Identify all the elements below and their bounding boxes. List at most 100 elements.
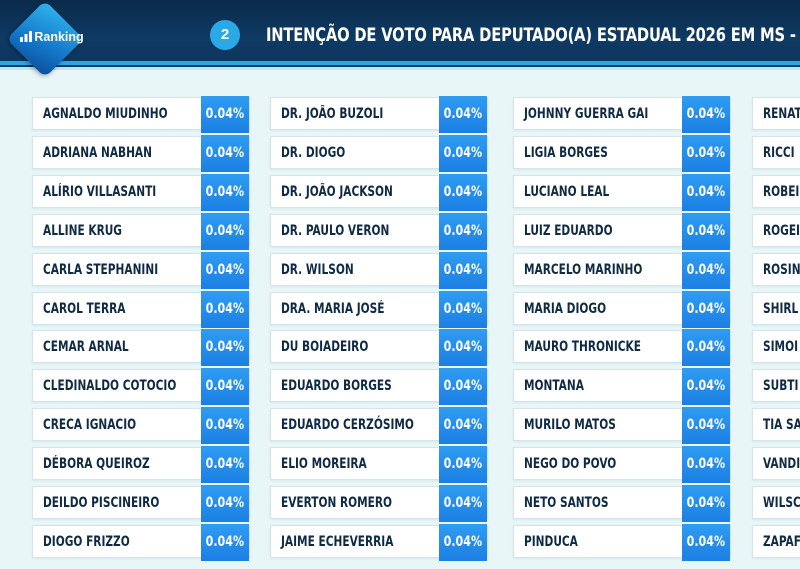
candidate-name: AGNALDO MIUDINHO [43,106,168,122]
candidate-name: SHIRL [763,301,799,317]
percentage-value: 0.04% [443,417,483,433]
header-accent-line [0,61,800,65]
candidate-percentage: 0.04% [201,524,249,561]
candidate-card: CARLA STEPHANINI 0.04% [32,252,250,289]
percentage-value: 0.04% [686,262,726,278]
candidate-percentage: 0.04% [201,329,249,366]
percentage-value: 0.04% [686,378,726,394]
candidate-card: DIOGO FRIZZO 0.04% [32,524,250,561]
candidate-name: EDUARDO CERZÓSIMO [281,417,414,433]
candidate-card: ADRIANA NABHAN 0.04% [32,135,250,172]
percentage-value: 0.04% [443,301,483,317]
percentage-value: 0.04% [686,184,726,200]
percentage-value: 0.04% [205,339,245,355]
candidate-card: JAIME ECHEVERRIA 0.04% [270,524,488,561]
candidate-card: AGNALDO MIUDINHO 0.04% [32,96,250,133]
percentage-value: 0.04% [205,417,245,433]
candidate-percentage: 0.04% [439,407,487,444]
candidate-name: ELIO MOREIRA [281,456,367,472]
candidate-card: SUBTI [752,369,800,402]
candidate-name: RICCI [763,145,795,161]
candidate-name: DR. JOÃO JACKSON [281,184,393,200]
candidate-percentage: 0.04% [201,252,249,289]
percentage-value: 0.04% [443,495,483,511]
candidate-card: DR. DIOGO 0.04% [270,135,488,172]
candidate-percentage: 0.04% [201,291,249,328]
candidate-name: EDUARDO BORGES [281,378,392,394]
candidate-percentage: 0.04% [439,524,487,561]
candidate-card: WILSC [752,486,800,519]
header-light-line [0,67,800,70]
candidate-percentage: 0.04% [439,96,487,133]
candidate-percentage: 0.04% [439,213,487,250]
candidate-percentage: 0.04% [439,446,487,483]
candidate-card: DR. JOÃO BUZOLI 0.04% [270,96,488,133]
percentage-value: 0.04% [205,456,245,472]
percentage-value: 0.04% [205,106,245,122]
slide-number-badge: 2 [210,20,240,50]
percentage-value: 0.04% [443,184,483,200]
candidate-card: SIMOI [752,330,800,363]
candidate-name: NETO SANTOS [524,495,609,511]
candidate-percentage: 0.04% [201,368,249,405]
candidate-percentage: 0.04% [439,329,487,366]
candidate-name: MARIA DIOGO [524,301,607,317]
candidate-card: MONTANA 0.04% [513,368,731,405]
candidate-name: DÉBORA QUEIROZ [43,456,150,472]
candidate-name: ROSIN [763,262,800,278]
candidate-name: ALÍRIO VILLASANTI [43,184,157,200]
candidate-card: NETO SANTOS 0.04% [513,485,731,522]
candidate-name: ROBEI [763,184,800,200]
candidate-card: VANDI [752,447,800,480]
percentage-value: 0.04% [443,262,483,278]
candidate-percentage: 0.04% [439,368,487,405]
bar-chart-icon [20,31,33,45]
candidate-card: LUCIANO LEAL 0.04% [513,174,731,211]
candidate-percentage: 0.04% [682,135,730,172]
candidate-card: DU BOIADEIRO 0.04% [270,329,488,366]
candidate-card: CRECA IGNACIO 0.04% [32,407,250,444]
logo-text: Ranking [34,30,84,44]
percentage-value: 0.04% [205,301,245,317]
candidate-percentage: 0.04% [439,291,487,328]
candidate-name: CARLA STEPHANINI [43,262,159,278]
page-title: INTENÇÃO DE VOTO PARA DEPUTADO(A) ESTADU… [266,24,800,46]
candidate-card: DR. WILSON 0.04% [270,252,488,289]
candidate-name: ADRIANA NABHAN [43,145,152,161]
candidate-percentage: 0.04% [682,174,730,211]
candidate-name: MAURO THRONICKE [524,339,641,355]
candidate-card: LIGIA BORGES 0.04% [513,135,731,172]
candidate-card: EDUARDO CERZÓSIMO 0.04% [270,407,488,444]
candidate-name: LIGIA BORGES [524,145,608,161]
percentage-value: 0.04% [443,223,483,239]
candidate-card: ROSIN [752,253,800,286]
candidate-card: EDUARDO BORGES 0.04% [270,368,488,405]
candidate-name: JAIME ECHEVERRIA [281,534,394,550]
candidate-card: MURILO MATOS 0.04% [513,407,731,444]
candidate-name: TIA SA [763,417,800,433]
candidate-name: VANDI [763,456,800,472]
candidate-name: DR. JOÃO BUZOLI [281,106,384,122]
percentage-value: 0.04% [443,534,483,550]
candidate-percentage: 0.04% [439,252,487,289]
logo: Ranking [12,30,92,45]
candidate-name: DIOGO FRIZZO [43,534,130,550]
candidate-card: ROGEI [752,214,800,247]
candidate-card: DRA. MARIA JOSÉ 0.04% [270,291,488,328]
candidate-percentage: 0.04% [682,213,730,250]
percentage-value: 0.04% [443,456,483,472]
percentage-value: 0.04% [443,378,483,394]
candidate-card: ZAPAF [752,525,800,558]
candidate-name: LUIZ EDUARDO [524,223,613,239]
candidate-card: DR. PAULO VERON 0.04% [270,213,488,250]
candidate-card: TIA SA [752,408,800,441]
candidate-percentage: 0.04% [682,485,730,522]
candidate-percentage: 0.04% [682,407,730,444]
percentage-value: 0.04% [686,145,726,161]
candidate-card: NEGO DO POVO 0.04% [513,446,731,483]
candidate-name: RENAT [763,106,800,122]
header-title-area: 2 INTENÇÃO DE VOTO PARA DEPUTADO(A) ESTA… [0,0,800,61]
candidate-percentage: 0.04% [201,174,249,211]
candidate-percentage: 0.04% [682,368,730,405]
percentage-value: 0.04% [686,223,726,239]
